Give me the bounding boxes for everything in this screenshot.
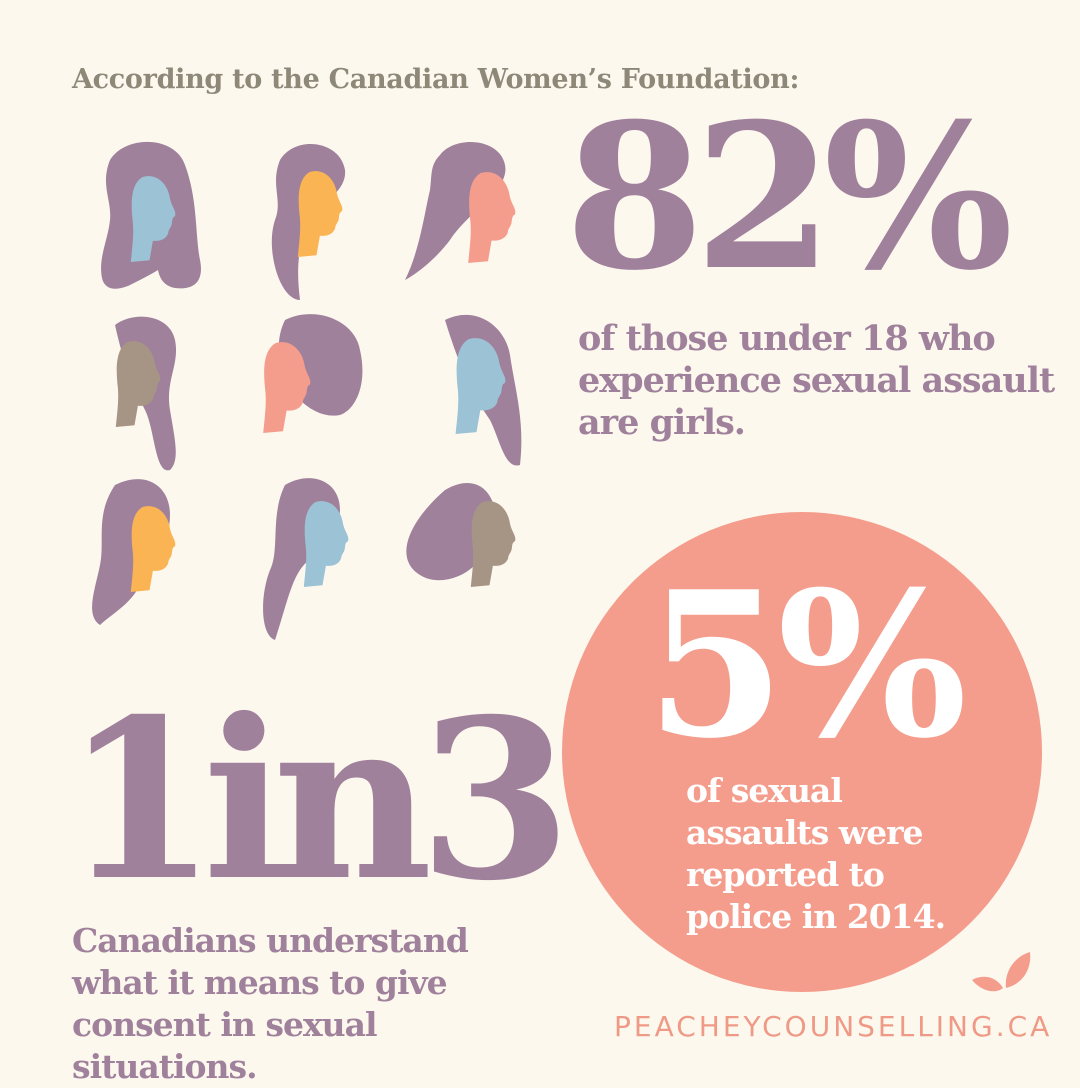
brand-url[interactable]: PEACHEYCOUNSELLING.CA [614, 1010, 1053, 1043]
stat-5-circle [562, 512, 1042, 992]
header-text: According to the Canadian Women’s Founda… [72, 64, 800, 95]
stat-1in3-description: Canadians understand what it means to gi… [72, 921, 469, 1086]
stat-5-value: 5% [646, 548, 967, 783]
stat-1in3-value: 1in3 [64, 670, 572, 929]
stat-82-value: 82% [565, 80, 1013, 315]
women-profiles-icon [92, 141, 522, 640]
stat-5-description: of sexual assaults were reported to poli… [686, 771, 946, 936]
peach-leaves-icon [972, 952, 1031, 992]
stat-82-description: of those under 18 who experience sexual … [578, 318, 1055, 443]
